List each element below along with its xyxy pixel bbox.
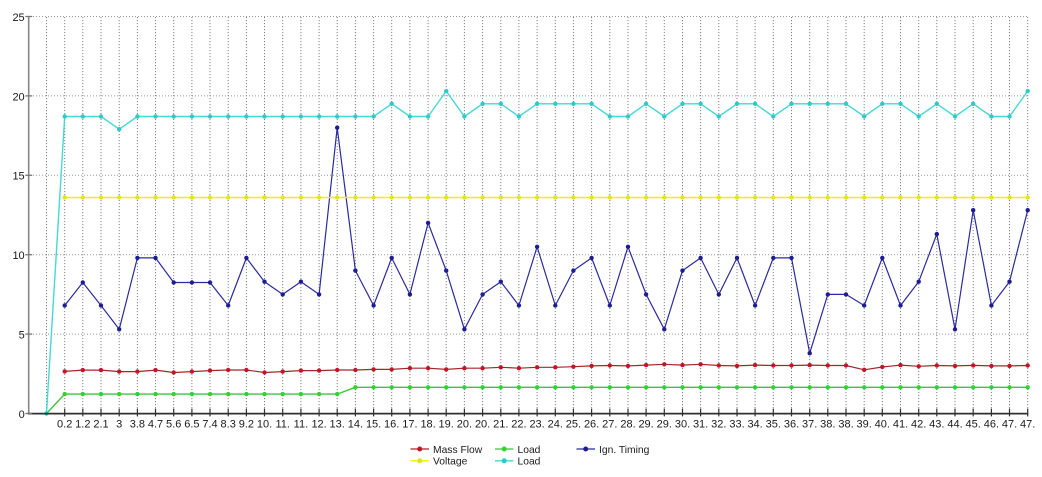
svg-text:45.: 45. — [966, 419, 981, 431]
svg-text:32.: 32. — [711, 419, 726, 431]
svg-text:43.: 43. — [929, 419, 944, 431]
svg-text:3: 3 — [116, 419, 122, 431]
svg-text:38.: 38. — [838, 419, 853, 431]
svg-text:25: 25 — [12, 12, 24, 24]
svg-text:39.: 39. — [857, 419, 872, 431]
svg-text:31.: 31. — [693, 419, 708, 431]
svg-text:29.: 29. — [657, 419, 672, 431]
svg-text:Mass Flow: Mass Flow — [433, 445, 483, 456]
svg-text:15.: 15. — [366, 419, 381, 431]
svg-text:4.7: 4.7 — [148, 419, 163, 431]
svg-text:37.: 37. — [802, 419, 817, 431]
svg-text:10.: 10. — [257, 419, 272, 431]
svg-text:23.: 23. — [529, 419, 544, 431]
svg-text:7.4: 7.4 — [202, 419, 217, 431]
svg-text:6.5: 6.5 — [184, 419, 199, 431]
svg-text:24.: 24. — [548, 419, 563, 431]
svg-text:Ign. Timing: Ign. Timing — [599, 445, 650, 456]
svg-text:38.: 38. — [820, 419, 835, 431]
svg-text:5.6: 5.6 — [166, 419, 181, 431]
svg-text:21.: 21. — [493, 419, 508, 431]
svg-text:42.: 42. — [911, 419, 926, 431]
svg-text:Voltage: Voltage — [433, 457, 468, 468]
svg-text:29.: 29. — [638, 419, 653, 431]
svg-text:34.: 34. — [747, 419, 762, 431]
svg-text:30.: 30. — [675, 419, 690, 431]
svg-text:18.: 18. — [420, 419, 435, 431]
svg-text:41.: 41. — [893, 419, 908, 431]
svg-text:35.: 35. — [766, 419, 781, 431]
svg-text:11.: 11. — [294, 419, 308, 431]
svg-text:47.: 47. — [1002, 419, 1017, 431]
svg-text:11.: 11. — [275, 419, 289, 431]
svg-text:3.8: 3.8 — [130, 419, 145, 431]
svg-text:16.: 16. — [384, 419, 399, 431]
svg-text:10: 10 — [12, 250, 24, 262]
svg-text:44.: 44. — [947, 419, 962, 431]
svg-text:19.: 19. — [439, 419, 454, 431]
svg-text:22.: 22. — [511, 419, 526, 431]
svg-text:0.2: 0.2 — [57, 419, 72, 431]
svg-text:Load: Load — [518, 457, 541, 468]
svg-text:20.: 20. — [457, 419, 472, 431]
svg-text:26.: 26. — [584, 419, 599, 431]
svg-text:2.1: 2.1 — [93, 419, 108, 431]
svg-text:36.: 36. — [784, 419, 799, 431]
svg-text:28.: 28. — [620, 419, 635, 431]
svg-text:20.: 20. — [475, 419, 490, 431]
svg-text:14.: 14. — [348, 419, 363, 431]
svg-text:17.: 17. — [402, 419, 417, 431]
svg-text:33.: 33. — [729, 419, 744, 431]
svg-text:27.: 27. — [602, 419, 617, 431]
svg-text:8.3: 8.3 — [221, 419, 236, 431]
svg-text:47.: 47. — [1020, 419, 1035, 431]
svg-text:5: 5 — [19, 330, 25, 342]
svg-text:46.: 46. — [984, 419, 999, 431]
svg-text:40.: 40. — [875, 419, 890, 431]
svg-text:0: 0 — [19, 409, 25, 421]
svg-text:20: 20 — [12, 91, 24, 103]
svg-text:13.: 13. — [330, 419, 345, 431]
svg-text:9.2: 9.2 — [239, 419, 254, 431]
svg-text:12.: 12. — [311, 419, 326, 431]
svg-text:Load: Load — [518, 445, 541, 456]
svg-text:15: 15 — [12, 171, 24, 183]
svg-text:25.: 25. — [566, 419, 581, 431]
svg-text:1.2: 1.2 — [75, 419, 90, 431]
